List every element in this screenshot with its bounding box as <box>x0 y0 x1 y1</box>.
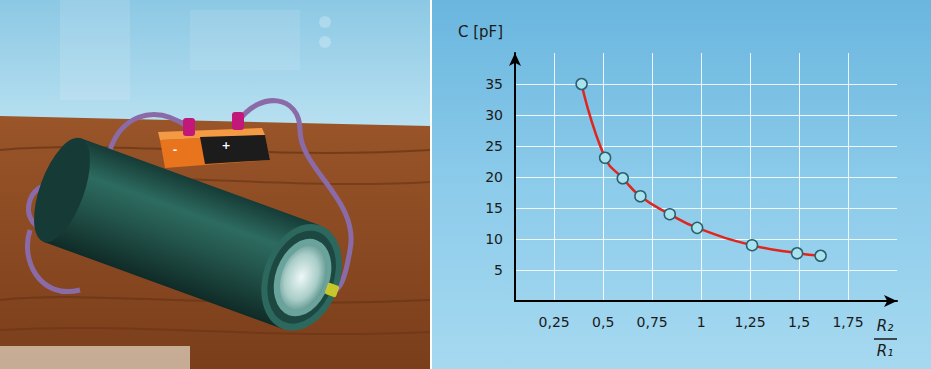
svg-text:-: - <box>173 143 178 156</box>
svg-text:20: 20 <box>485 169 503 185</box>
svg-text:30: 30 <box>485 107 503 123</box>
svg-text:1: 1 <box>697 314 706 330</box>
svg-text:1,75: 1,75 <box>832 314 863 330</box>
svg-text:10: 10 <box>485 231 503 247</box>
svg-text:0,75: 0,75 <box>637 314 668 330</box>
svg-text:5: 5 <box>494 262 503 278</box>
svg-text:15: 15 <box>485 200 503 216</box>
svg-text:0,5: 0,5 <box>592 314 614 330</box>
svg-text:0,25: 0,25 <box>539 314 570 330</box>
svg-text:R₂: R₂ <box>877 317 893 335</box>
svg-text:35: 35 <box>485 76 503 92</box>
svg-text:25: 25 <box>485 138 503 154</box>
svg-text:1,25: 1,25 <box>734 314 765 330</box>
svg-text:R₁: R₁ <box>877 342 893 360</box>
svg-text:1,5: 1,5 <box>788 314 810 330</box>
svg-text:C [pF]: C [pF] <box>458 23 503 41</box>
svg-text:+: + <box>221 139 230 152</box>
